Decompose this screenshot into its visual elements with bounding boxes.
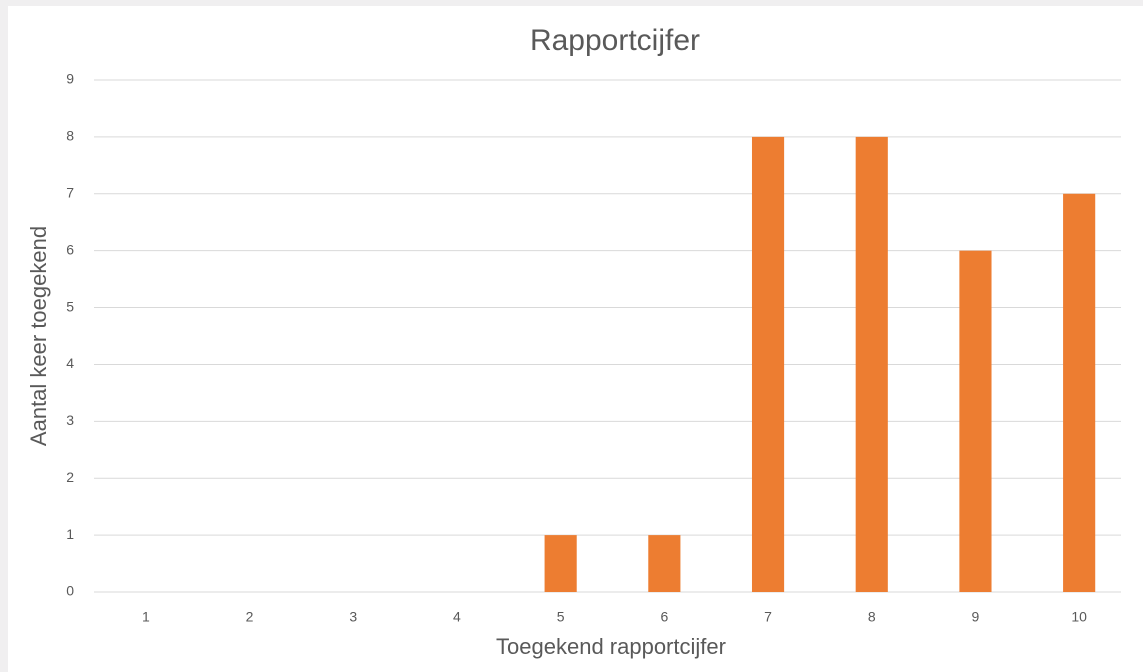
x-tick-label: 9 [972, 609, 980, 625]
x-tick-label: 2 [246, 609, 254, 625]
y-tick-label: 1 [66, 526, 74, 542]
y-tick-label: 8 [66, 128, 74, 144]
x-tick-label: 6 [660, 609, 668, 625]
y-tick-label: 5 [66, 298, 74, 314]
x-axis-label: Toegekend rapportcijfer [496, 634, 726, 659]
bar [855, 136, 888, 592]
bar [544, 535, 577, 592]
chart-title: Rapportcijfer [530, 24, 700, 57]
y-tick-label: 4 [66, 355, 74, 371]
x-tick-label: 8 [868, 609, 876, 625]
x-tick-label: 7 [764, 609, 772, 625]
y-tick-label: 7 [66, 184, 74, 200]
bar [648, 535, 681, 592]
bar [1063, 193, 1096, 592]
chart: Rapportcijfer Toegekend rapportcijfer Aa… [8, 6, 1143, 672]
y-tick-label: 0 [66, 583, 74, 599]
y-tick-label: 6 [66, 241, 74, 257]
x-tick-label: 3 [349, 609, 357, 625]
x-tick-label: 1 [142, 609, 150, 625]
x-tick-label: 10 [1071, 609, 1087, 625]
bar [959, 250, 992, 592]
x-tick-label: 5 [557, 609, 565, 625]
y-tick-label: 2 [66, 469, 74, 485]
y-axis-label: Aantal keer toegekend [26, 226, 51, 446]
x-tick-label: 4 [453, 609, 461, 625]
y-tick-label: 9 [66, 71, 74, 87]
bar [751, 136, 785, 592]
y-tick-label: 3 [66, 412, 74, 428]
